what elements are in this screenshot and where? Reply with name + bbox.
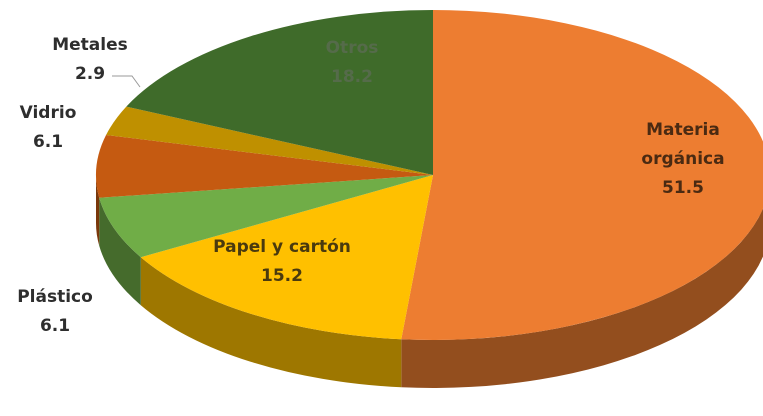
slice-value-label: 6.1 — [33, 132, 63, 152]
slice-category-label: Otros — [326, 38, 379, 58]
slice-value-label: 6.1 — [40, 316, 70, 336]
pie-tops — [96, 10, 763, 340]
slice-label-metales: Metales 2.9 — [52, 35, 128, 84]
slice-category-label: Plástico — [17, 287, 93, 307]
pie-slice-vidrio — [96, 134, 433, 198]
slice-category-label: Materia — [646, 120, 720, 140]
slice-label-otros: Otros 18.2 — [326, 38, 379, 87]
pie-slice-otros — [126, 10, 434, 175]
slice-label-vidrio: Vidrio 6.1 — [20, 103, 77, 152]
pie-side-papel-y-carton — [140, 257, 402, 388]
pie-labels: Materia orgánica 51.5 Papel y cartón 15.2 Plá… — [17, 35, 724, 336]
leader-line-metales — [112, 75, 141, 88]
slice-label-materia-organica: Materia orgánica 51.5 — [641, 120, 724, 198]
slice-category-label: Papel y cartón — [213, 237, 351, 257]
slice-category-label: Metales — [52, 35, 128, 55]
slice-category-label: orgánica — [641, 149, 724, 169]
pie-side-materia-organica — [401, 208, 763, 388]
slice-value-label: 51.5 — [662, 178, 704, 198]
pie-side-vidrio — [96, 175, 100, 246]
slice-label-plastico: Plástico 6.1 — [17, 287, 93, 336]
pie-sides — [96, 175, 763, 388]
pie-slice-materia-organica — [401, 10, 763, 340]
slice-value-label: 15.2 — [261, 266, 303, 286]
slice-category-label: Vidrio — [20, 103, 77, 123]
pie-slice-metales — [106, 106, 434, 175]
slice-value-label: 18.2 — [331, 67, 373, 87]
pie-slice-papel-y-carton — [140, 175, 433, 340]
slice-value-label: 2.9 — [75, 64, 105, 84]
slice-label-papel-y-carton: Papel y cartón 15.2 — [213, 237, 351, 286]
pie-slice-plastico — [99, 175, 433, 258]
pie-side-plastico — [99, 197, 141, 306]
